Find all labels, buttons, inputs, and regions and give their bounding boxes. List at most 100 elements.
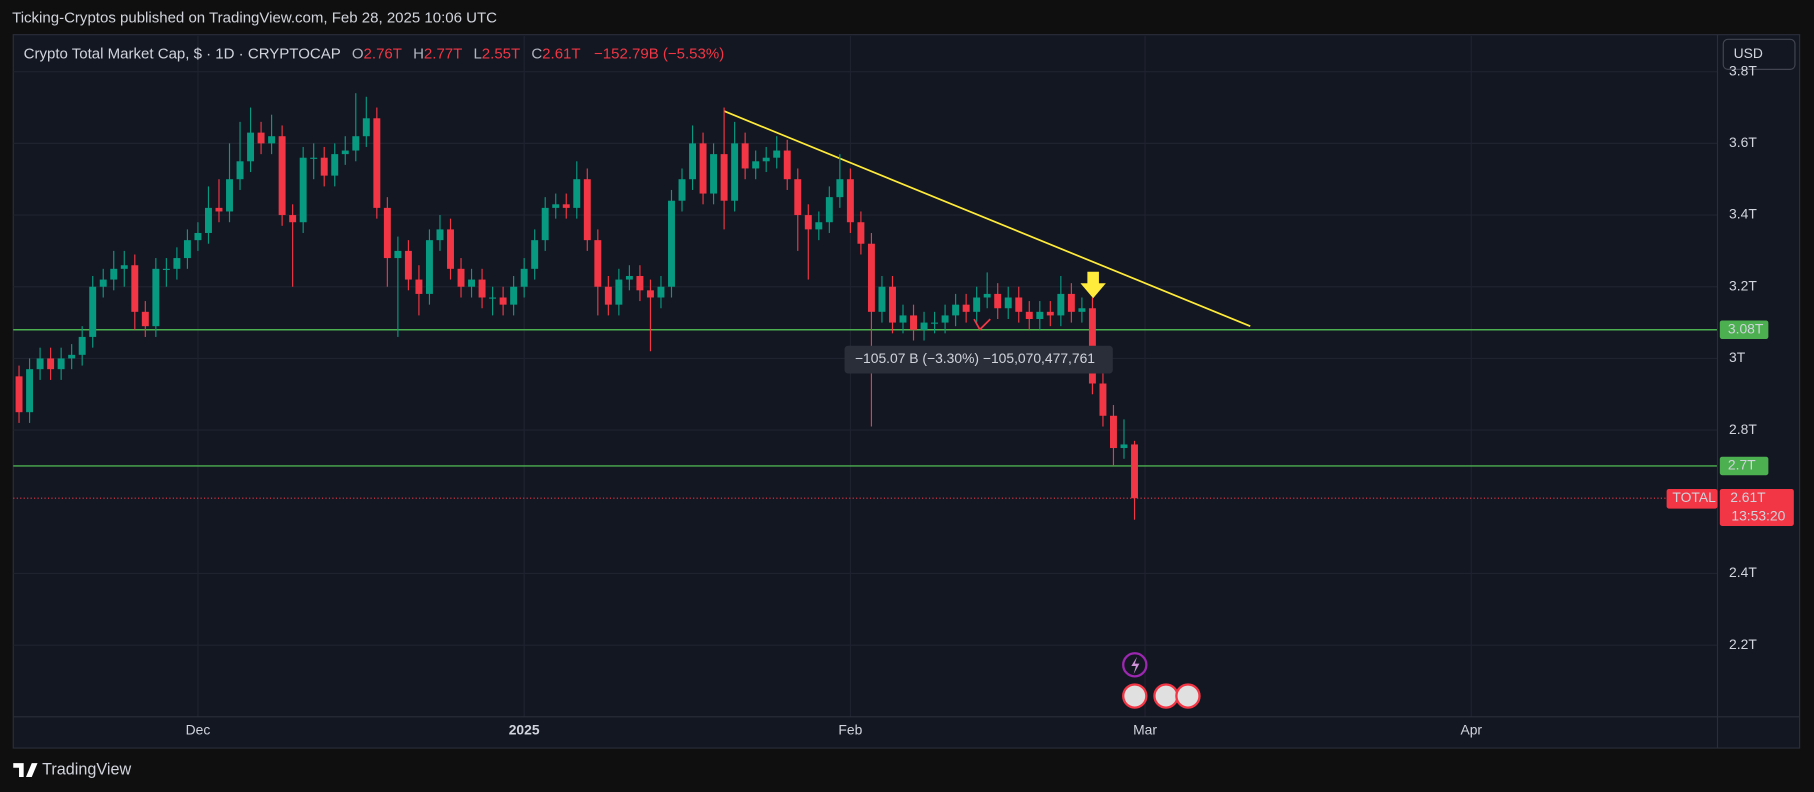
legend-value: 2.77T [424, 45, 462, 62]
candle-body [594, 240, 602, 287]
candle-body [436, 229, 444, 241]
candle-body [320, 157, 328, 176]
level-label: 3.08T [1728, 320, 1764, 336]
legend-key: C [531, 45, 542, 62]
candle-body [804, 215, 812, 230]
candle-body [1099, 383, 1107, 416]
candle-body [952, 304, 960, 316]
candle-body [783, 150, 791, 180]
candle-body [226, 179, 233, 212]
y-tick-label: 3T [1729, 349, 1746, 365]
candle-body [278, 136, 286, 216]
symbol-title: Crypto Total Market Cap, $ · 1D · CRYPTO… [24, 45, 341, 62]
symbol-tag-box [1666, 488, 1718, 509]
candle-body [994, 293, 1002, 309]
tradingview-logo: TradingView [13, 760, 131, 778]
candle-body [720, 154, 728, 201]
candle-body [110, 268, 118, 280]
candle-body [1109, 415, 1117, 449]
candle-body [99, 279, 107, 287]
candle-body [699, 143, 707, 194]
candle-body [341, 150, 349, 155]
x-tick-label: 2025 [509, 721, 540, 737]
candle-body [941, 315, 949, 323]
down-arrow-marker [1080, 271, 1106, 299]
candle-body [194, 232, 202, 241]
candle-body [889, 286, 896, 323]
candle-body [489, 297, 497, 299]
candle-body [425, 240, 433, 294]
candle-body [310, 157, 318, 159]
symbol-tag: TOTAL [1672, 489, 1716, 505]
candle-body [383, 207, 391, 259]
currency-button-box[interactable] [1722, 38, 1796, 70]
candle-body [562, 204, 570, 208]
candle-body [331, 154, 339, 176]
y-tick-label: 2.8T [1729, 421, 1757, 437]
candle-body [457, 268, 465, 287]
event-icon[interactable] [1153, 683, 1179, 709]
event-icon[interactable] [1175, 683, 1201, 709]
candle-body [910, 315, 917, 330]
candle-body [836, 179, 844, 198]
candle-body [1036, 311, 1044, 319]
candle-body [646, 290, 654, 298]
legend-title: Crypto Total Market Cap, $ · 1D · CRYPTO… [24, 45, 725, 62]
candle-body [541, 207, 549, 241]
chart-panel [12, 34, 1801, 749]
candle-body [89, 286, 97, 337]
trend-line [723, 110, 1251, 327]
candle-body [152, 268, 160, 327]
candle-body [794, 179, 802, 216]
candle-body [573, 179, 581, 208]
price-label-box [1719, 488, 1794, 526]
candle-body [247, 132, 255, 162]
candle-body [478, 279, 486, 298]
candle-body [1004, 297, 1012, 309]
candle-body [78, 336, 86, 355]
candle-body [404, 250, 412, 280]
candle-body [625, 275, 633, 280]
currency-button[interactable]: USD [1722, 38, 1796, 70]
candle-body [57, 358, 65, 370]
x-tick-label: Mar [1133, 721, 1157, 737]
measure-box [844, 345, 1113, 374]
candle-body [1067, 293, 1075, 312]
legend-value: 2.76T [364, 45, 402, 62]
candle-body [268, 136, 276, 144]
y-tick-label: 2.4T [1729, 564, 1757, 580]
candle-body [867, 243, 875, 312]
currency-label[interactable]: USD [1734, 45, 1763, 61]
candle-body [752, 161, 760, 169]
candle-body [636, 275, 644, 291]
event-icon[interactable] [1122, 683, 1148, 709]
candle-body [173, 258, 181, 269]
candle-body [983, 293, 991, 298]
candle-body [615, 279, 623, 305]
candle-body [1120, 444, 1128, 449]
legend-change: −152.79B (−5.53%) [594, 45, 724, 62]
candle-body [299, 157, 307, 223]
candle-body [131, 265, 139, 312]
legend-key: H [413, 45, 424, 62]
candle-body [815, 222, 823, 230]
candle-body [531, 240, 539, 269]
legend-value: 2.61T [542, 45, 580, 62]
candle-body [120, 265, 128, 269]
candle-body [26, 369, 34, 413]
event-icons[interactable] [1122, 652, 1201, 709]
candle-body [1078, 308, 1086, 312]
candle-body [447, 229, 454, 269]
candle-body [215, 207, 223, 212]
candle-body [499, 297, 507, 305]
candle-body [710, 154, 718, 194]
candle-body [510, 286, 518, 305]
candle-body [1046, 311, 1054, 316]
logo-mark [13, 763, 38, 777]
candle-body [289, 215, 297, 223]
candle-body [1015, 297, 1023, 312]
candle-body [47, 358, 55, 370]
brand: TradingView [42, 760, 131, 778]
candle-body [394, 250, 402, 259]
